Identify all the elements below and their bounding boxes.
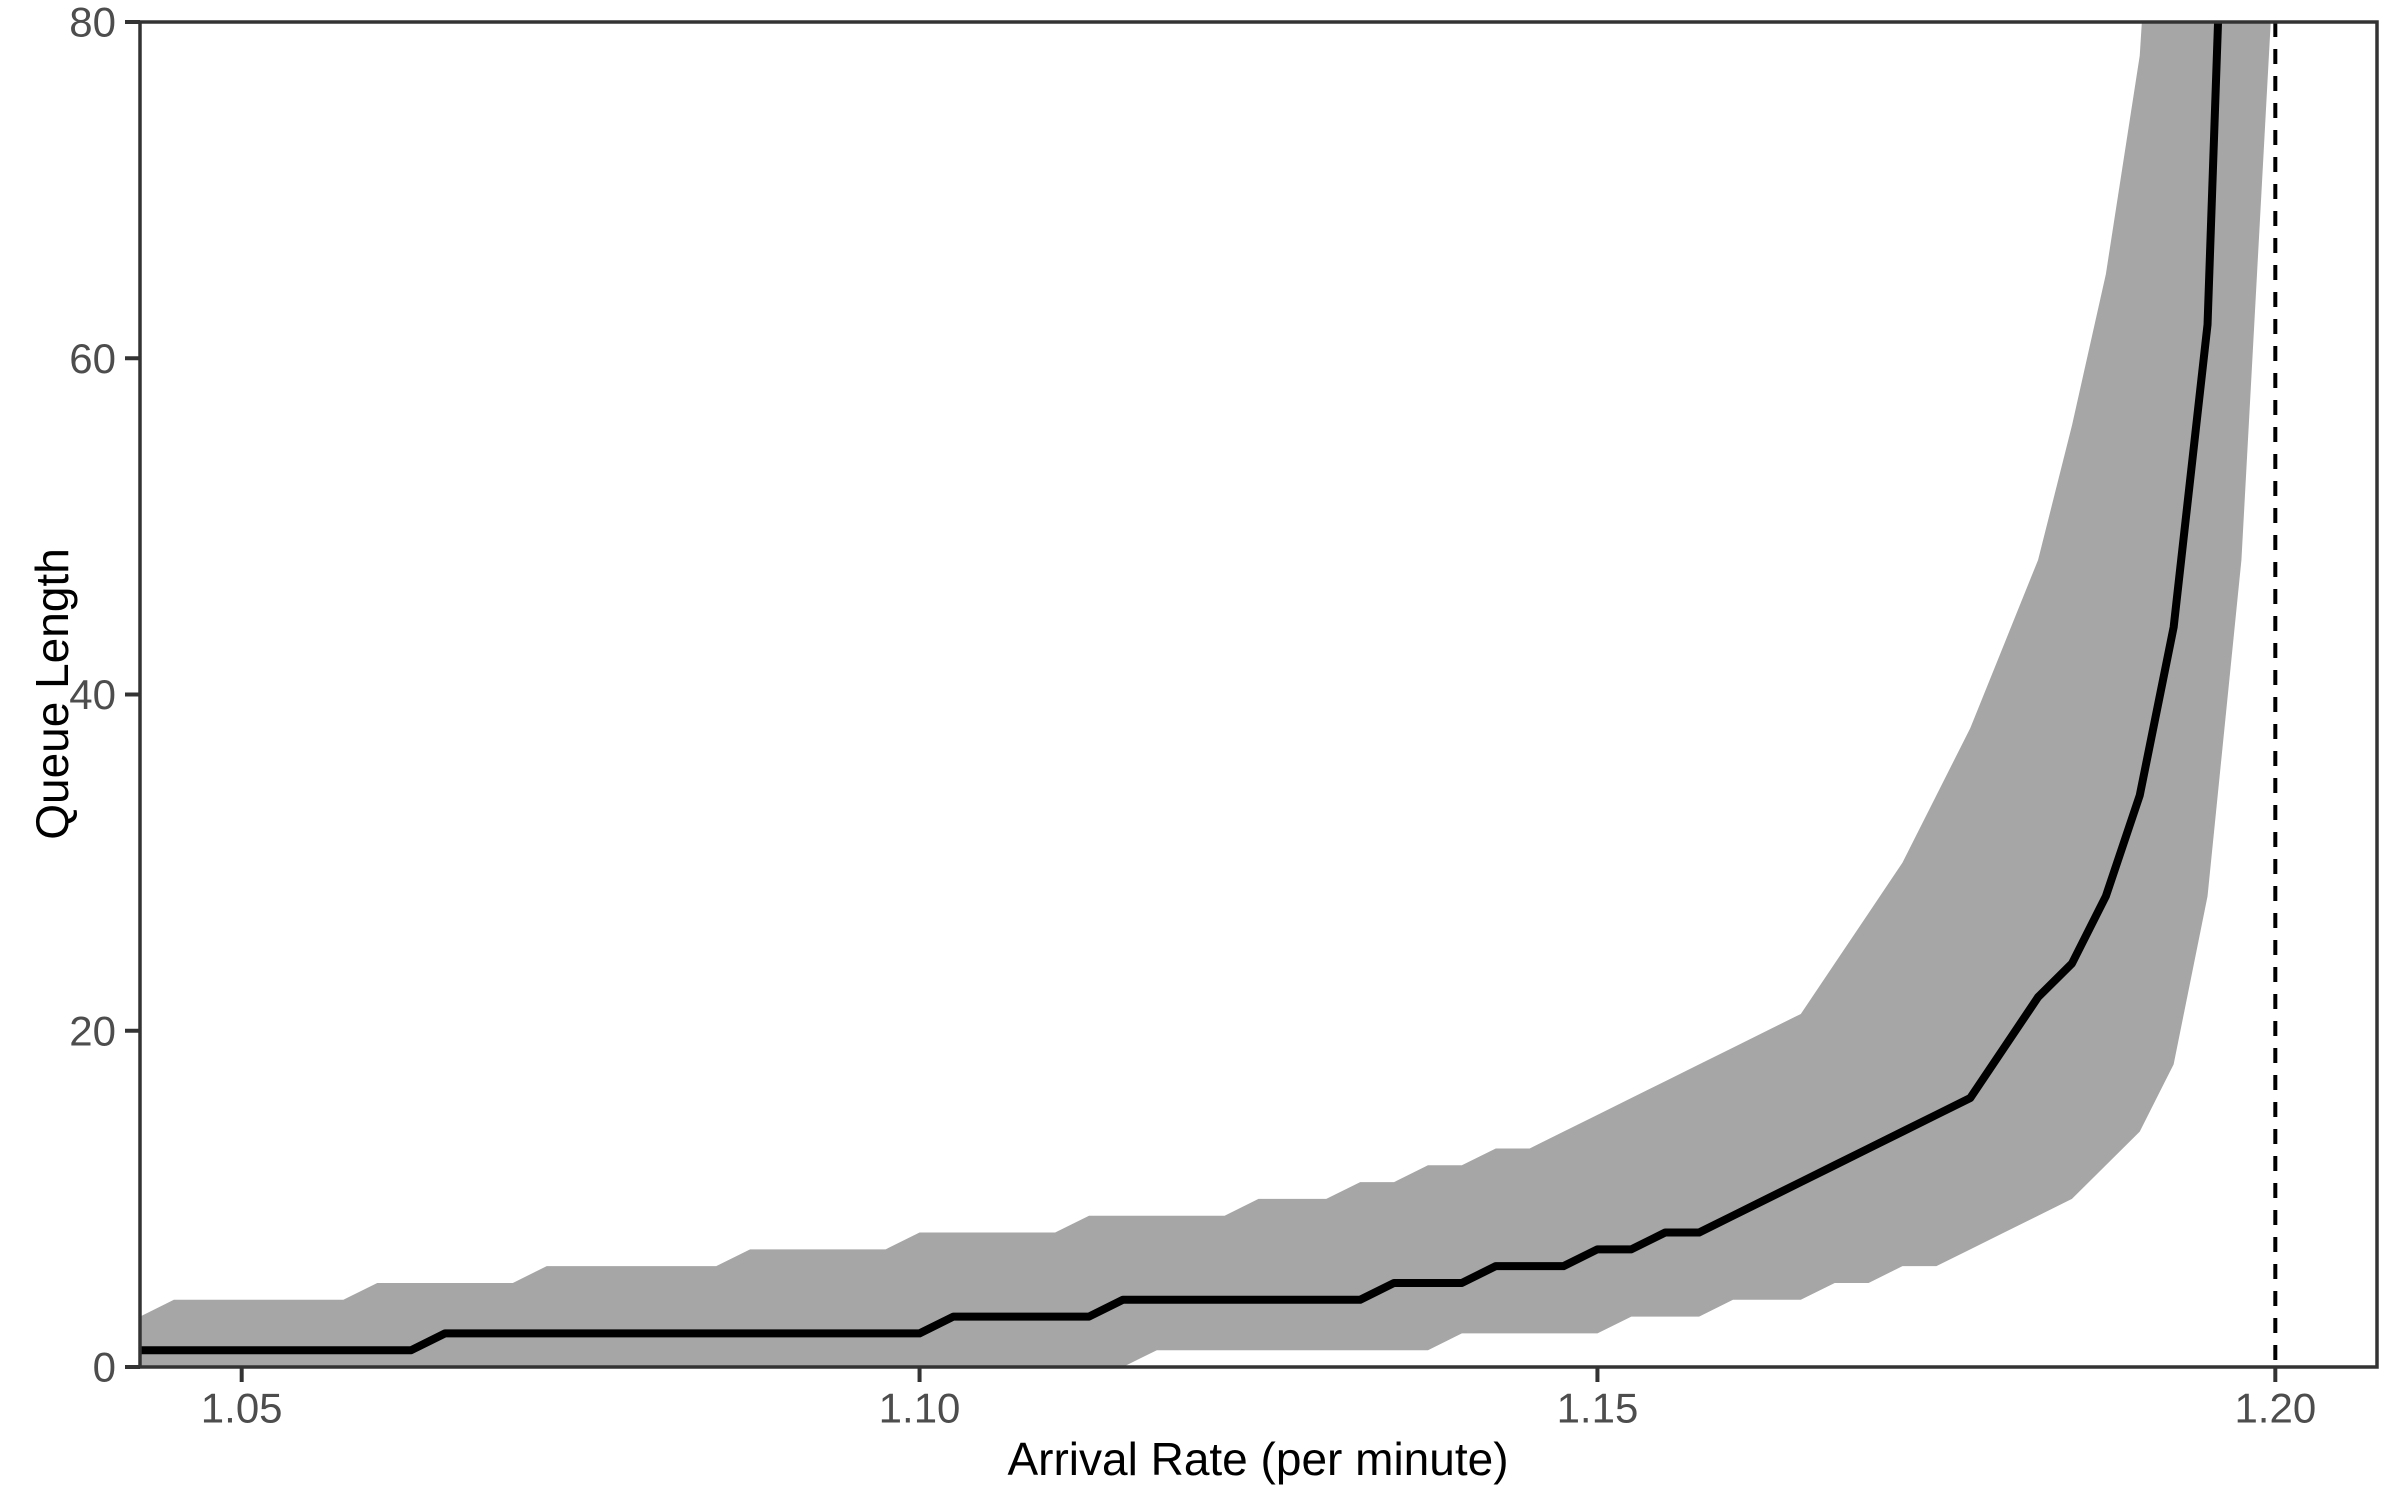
y-tick-label: 40 — [69, 671, 116, 718]
x-axis-title: Arrival Rate (per minute) — [1007, 1433, 1509, 1485]
x-tick-label: 1.05 — [201, 1385, 283, 1432]
y-axis: 0 20 40 60 80 — [69, 0, 140, 1391]
median-line — [140, 22, 2223, 1355]
y-axis-title: Queue Length — [26, 548, 78, 840]
confidence-ribbon — [140, 22, 2271, 1367]
x-tick-label: 1.20 — [2234, 1385, 2316, 1432]
y-tick-label: 80 — [69, 0, 116, 46]
confidence-ribbon-layer — [140, 22, 2271, 1367]
x-tick-label: 1.15 — [1557, 1385, 1639, 1432]
x-tick-label: 1.10 — [879, 1385, 961, 1432]
y-tick-label: 20 — [69, 1007, 116, 1054]
y-tick-label: 0 — [93, 1344, 116, 1391]
x-axis: 1.05 1.10 1.15 1.20 — [201, 1367, 2316, 1432]
y-tick-label: 60 — [69, 335, 116, 382]
median-line-layer — [140, 22, 2223, 1355]
